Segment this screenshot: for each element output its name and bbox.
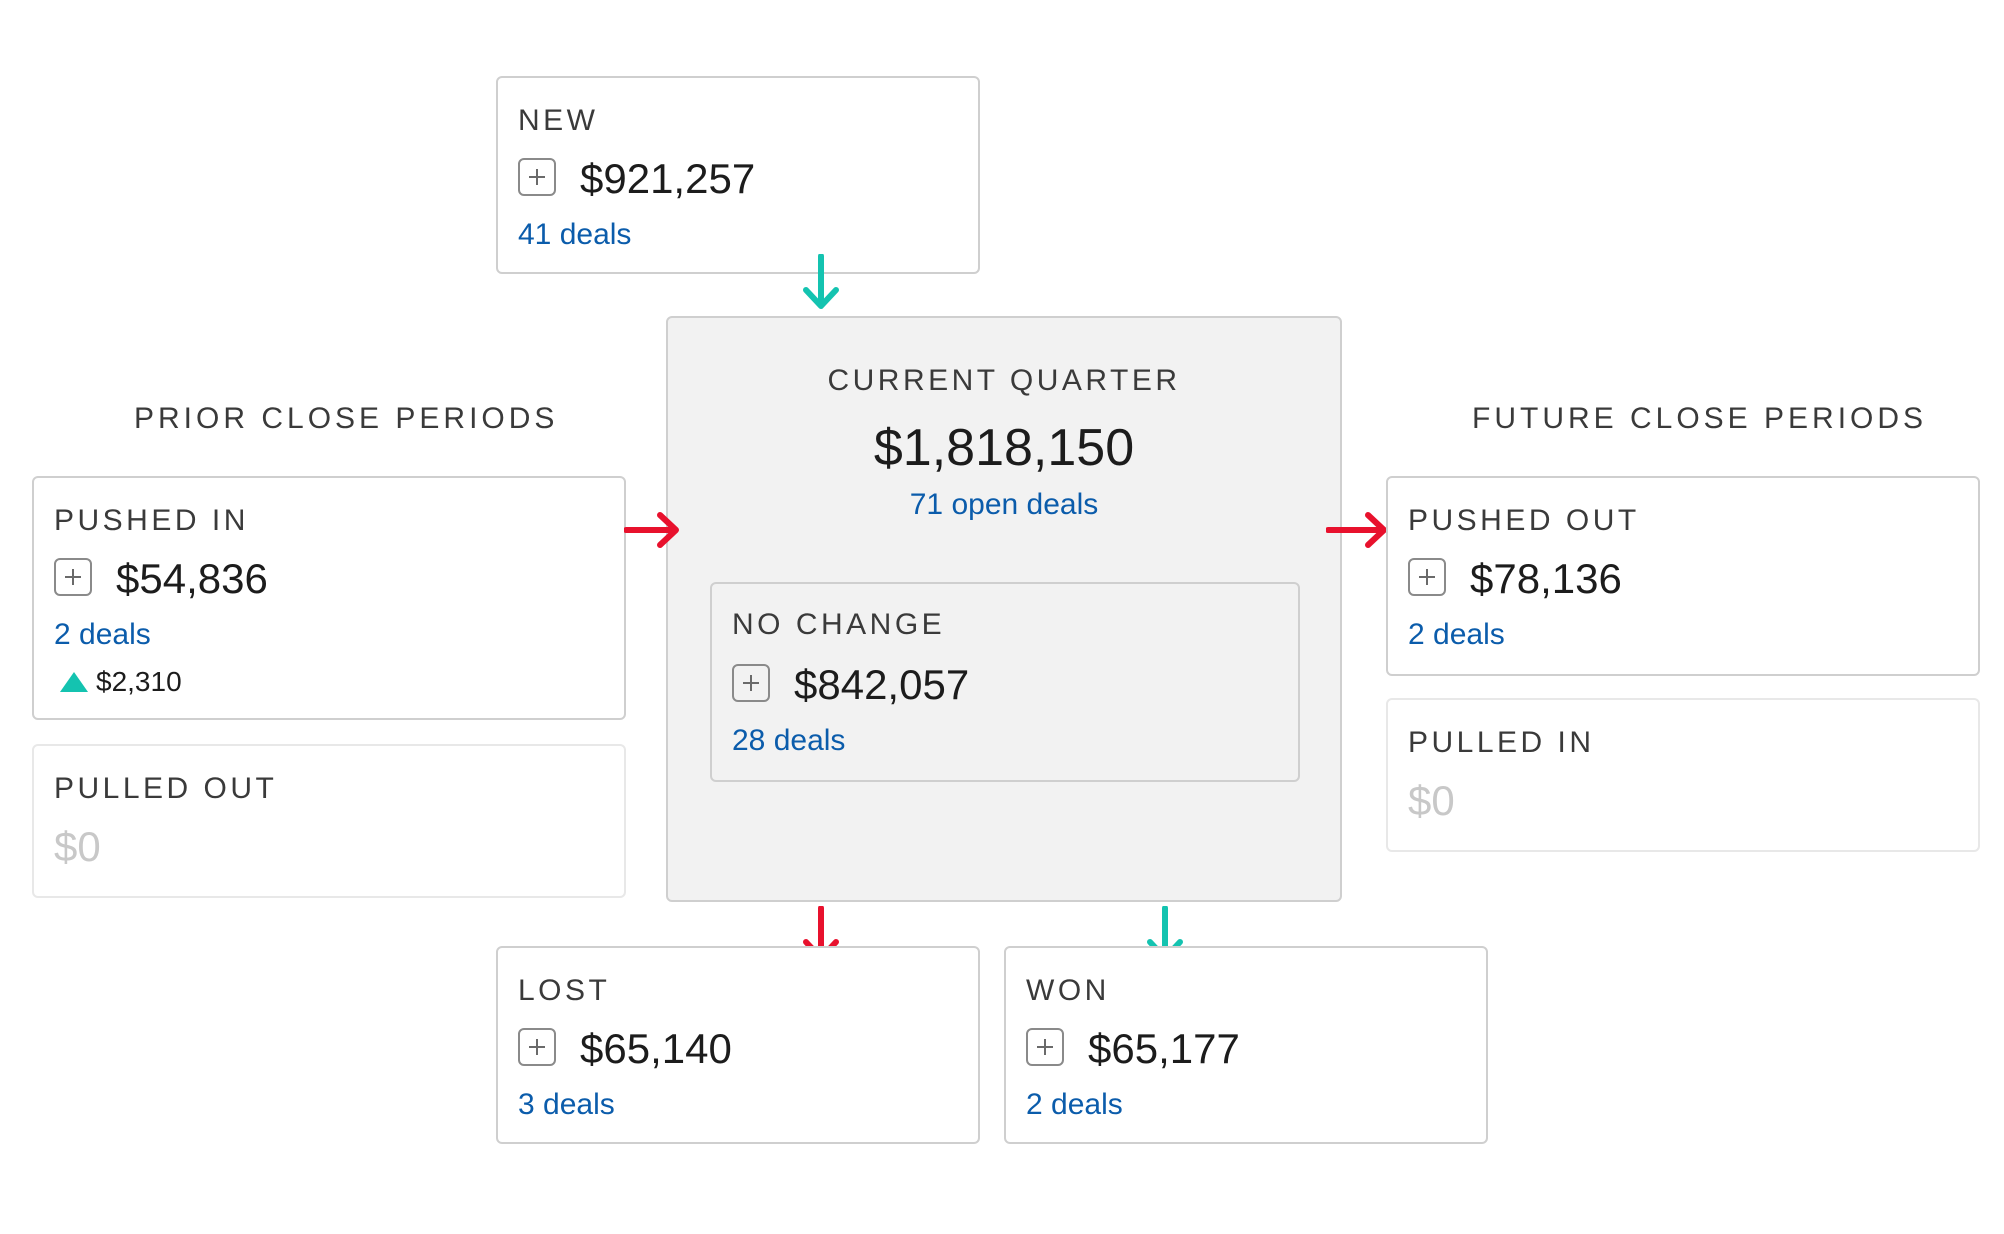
pushed-out-flow-arrow-right-icon	[1326, 512, 1387, 548]
no-change-deals-link[interactable]: 28 deals	[732, 724, 846, 757]
pulled-out-label: PULLED OUT	[54, 772, 278, 805]
pulled-in-label: PULLED IN	[1408, 726, 1595, 759]
pushed-in-flow-arrow-right-icon	[624, 512, 679, 548]
won-card: WON $65,177 2 deals	[1004, 946, 1488, 1144]
pushed-in-deals-link[interactable]: 2 deals	[54, 618, 151, 651]
increase-triangle-up-icon	[60, 672, 88, 692]
lost-label: LOST	[518, 974, 611, 1007]
won-expand-icon[interactable]	[1026, 1028, 1064, 1066]
pushed-in-label: PUSHED IN	[54, 504, 249, 537]
pulled-out-amount: $0	[54, 823, 101, 870]
lost-amount: $65,140	[580, 1025, 732, 1072]
pushed-out-amount: $78,136	[1470, 555, 1622, 602]
pushed-out-card: PUSHED OUT $78,136 2 deals	[1386, 476, 1980, 676]
pushed-in-expand-icon[interactable]	[54, 558, 92, 596]
won-amount: $65,177	[1088, 1025, 1240, 1072]
new-card: NEW $921,257 41 deals	[496, 76, 980, 274]
lost-deals-link[interactable]: 3 deals	[518, 1088, 615, 1121]
pushed-out-expand-icon[interactable]	[1408, 558, 1446, 596]
pushed-out-deals-link[interactable]: 2 deals	[1408, 618, 1505, 651]
new-amount: $921,257	[580, 155, 756, 202]
future-close-periods-title: FUTURE CLOSE PERIODS	[1472, 402, 1928, 435]
no-change-expand-icon[interactable]	[732, 664, 770, 702]
current-quarter-deals-link[interactable]: 71 open deals	[909, 488, 1099, 521]
pushed-in-amount: $54,836	[116, 555, 268, 602]
pulled-in-amount: $0	[1408, 777, 1455, 824]
new-label: NEW	[518, 104, 599, 137]
pushed-in-change-value: $2,310	[96, 666, 182, 697]
pulled-in-card: PULLED IN $0	[1386, 698, 1980, 852]
current-quarter-label: CURRENT QUARTER	[827, 364, 1181, 397]
lost-card: LOST $65,140 3 deals	[496, 946, 980, 1144]
new-flow-arrow-down-icon	[803, 254, 839, 309]
prior-close-periods-title: PRIOR CLOSE PERIODS	[134, 402, 559, 435]
won-label: WON	[1026, 974, 1110, 1007]
won-deals-link[interactable]: 2 deals	[1026, 1088, 1123, 1121]
new-deals-link[interactable]: 41 deals	[518, 218, 632, 251]
pushed-out-label: PUSHED OUT	[1408, 504, 1640, 537]
no-change-card: NO CHANGE $842,057 28 deals	[710, 582, 1300, 782]
current-quarter-card: CURRENT QUARTER $1,818,150 71 open deals…	[666, 316, 1342, 902]
current-quarter-amount: $1,818,150	[873, 419, 1135, 477]
pushed-in-card: PUSHED IN $54,836 2 deals $2,310	[32, 476, 626, 720]
lost-expand-icon[interactable]	[518, 1028, 556, 1066]
no-change-amount: $842,057	[794, 661, 970, 708]
new-expand-icon[interactable]	[518, 158, 556, 196]
pulled-out-card: PULLED OUT $0	[32, 744, 626, 898]
no-change-label: NO CHANGE	[732, 608, 946, 641]
